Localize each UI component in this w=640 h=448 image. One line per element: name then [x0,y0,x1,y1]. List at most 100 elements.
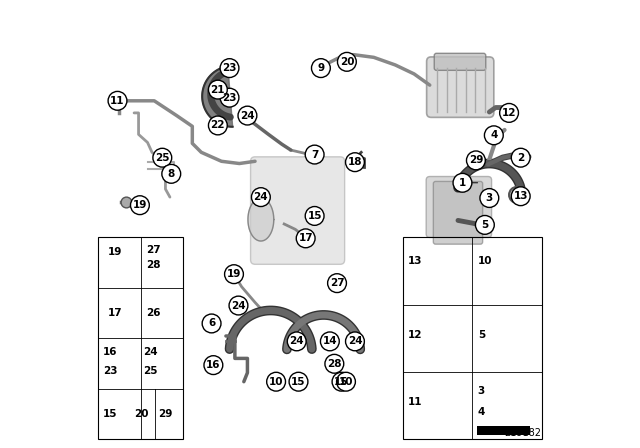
Text: 9: 9 [317,63,324,73]
Circle shape [131,196,149,215]
Circle shape [337,372,355,391]
Text: 24: 24 [289,336,304,346]
Circle shape [321,332,339,351]
Text: 29: 29 [159,409,173,419]
Text: 2: 2 [517,153,524,163]
Bar [403,237,541,439]
Text: 19: 19 [227,269,241,279]
Text: 11: 11 [110,96,125,106]
Circle shape [469,155,483,168]
Circle shape [287,332,306,351]
Text: 4: 4 [490,130,497,140]
Bar [477,426,529,435]
Text: 22: 22 [211,121,225,130]
Text: 4: 4 [477,407,485,417]
Circle shape [346,153,364,172]
Text: 16: 16 [102,347,117,358]
Circle shape [296,229,315,248]
Text: 15: 15 [102,409,117,419]
Text: 10: 10 [269,377,284,387]
Text: 11: 11 [408,397,423,407]
Circle shape [267,372,285,391]
Text: 15: 15 [307,211,322,221]
Text: 17: 17 [298,233,313,243]
FancyBboxPatch shape [250,157,344,264]
Text: 23: 23 [102,366,117,376]
Text: 10: 10 [477,256,492,266]
Circle shape [289,372,308,391]
Text: 20: 20 [340,57,354,67]
Circle shape [500,103,518,122]
Text: 24: 24 [253,192,268,202]
Circle shape [509,187,525,203]
Text: 25: 25 [155,153,170,163]
Circle shape [511,187,530,206]
Text: 19: 19 [108,246,122,257]
FancyBboxPatch shape [427,57,494,117]
Circle shape [225,265,243,284]
Text: 28: 28 [327,359,342,369]
Polygon shape [202,66,232,127]
Circle shape [312,59,330,78]
Text: 12: 12 [502,108,516,118]
Circle shape [209,80,227,99]
Text: 3: 3 [486,193,493,203]
Text: 24: 24 [240,111,255,121]
Text: 27: 27 [146,245,161,255]
Circle shape [238,106,257,125]
Text: 29: 29 [468,155,483,165]
Text: 24: 24 [231,301,246,310]
Text: 6: 6 [208,319,215,328]
Circle shape [467,151,485,170]
Circle shape [484,126,503,145]
Text: 23: 23 [222,93,237,103]
Text: 19: 19 [132,200,147,210]
Text: 21: 21 [211,85,225,95]
Circle shape [305,207,324,225]
Text: 14: 14 [323,336,337,346]
Text: 7: 7 [311,150,318,159]
Bar [98,237,183,439]
Text: 17: 17 [108,308,123,318]
Circle shape [337,52,356,71]
Text: 12: 12 [408,330,423,340]
Circle shape [113,93,125,106]
Circle shape [204,356,223,375]
Text: 27: 27 [330,278,344,288]
Text: 28: 28 [146,260,161,270]
Text: 20: 20 [134,409,148,419]
Text: 26: 26 [146,308,161,318]
Circle shape [209,116,227,135]
Text: 3: 3 [477,386,485,396]
Circle shape [252,188,270,207]
Circle shape [476,215,494,234]
Circle shape [328,274,346,293]
Text: 24: 24 [348,336,362,346]
Circle shape [325,354,344,373]
Text: 1: 1 [459,178,466,188]
Circle shape [511,148,530,167]
Text: 25: 25 [143,366,157,376]
Circle shape [480,189,499,207]
Text: 13: 13 [513,191,528,201]
Circle shape [202,314,221,333]
Text: 8: 8 [168,169,175,179]
Circle shape [332,372,351,391]
Text: 5: 5 [481,220,488,230]
Circle shape [162,164,180,183]
FancyBboxPatch shape [433,181,483,244]
Circle shape [305,145,324,164]
Text: 15: 15 [334,377,349,387]
Text: 219182: 219182 [504,428,541,438]
Circle shape [153,148,172,167]
Text: 10: 10 [339,377,353,387]
Polygon shape [248,198,274,241]
Circle shape [346,332,364,351]
Circle shape [220,88,239,107]
Circle shape [453,173,472,192]
FancyBboxPatch shape [426,177,492,237]
Text: 16: 16 [206,360,221,370]
Text: 24: 24 [143,347,157,358]
FancyBboxPatch shape [435,53,486,70]
Circle shape [121,197,132,208]
